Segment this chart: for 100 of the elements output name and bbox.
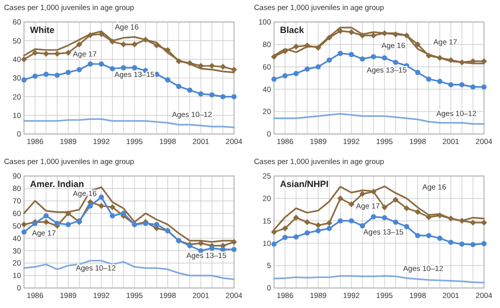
point <box>220 246 226 252</box>
point <box>21 229 27 235</box>
line-series <box>273 275 485 284</box>
point <box>231 94 237 100</box>
point <box>76 67 82 72</box>
point <box>481 241 487 246</box>
point <box>120 41 126 48</box>
chart-title: Black <box>280 25 306 35</box>
line-series <box>23 118 235 128</box>
point <box>348 218 354 224</box>
point <box>43 219 50 226</box>
point <box>231 238 237 245</box>
point <box>370 214 376 220</box>
point <box>198 91 204 96</box>
point <box>470 220 476 226</box>
point <box>414 208 421 215</box>
point <box>44 72 49 77</box>
point <box>382 215 388 220</box>
point <box>426 76 432 82</box>
point <box>304 42 310 49</box>
chart-title: White <box>30 25 54 35</box>
point <box>132 65 138 70</box>
point <box>21 56 27 62</box>
point <box>316 64 321 70</box>
point <box>165 77 170 82</box>
point <box>76 41 82 48</box>
point <box>220 94 226 100</box>
point <box>448 240 454 245</box>
point <box>470 242 476 248</box>
point <box>98 202 104 209</box>
point <box>392 60 398 65</box>
point <box>66 70 71 75</box>
point <box>65 210 72 216</box>
chart-title: Asian/NHPI <box>280 179 329 189</box>
point <box>293 214 300 221</box>
point <box>54 72 60 78</box>
point <box>32 74 38 79</box>
chart-title: Amer. Indian <box>30 179 84 189</box>
point <box>110 213 116 218</box>
point <box>271 241 277 247</box>
point <box>54 220 60 226</box>
point <box>392 220 398 225</box>
point <box>315 222 322 228</box>
line-series <box>23 260 235 280</box>
point <box>282 48 288 54</box>
point <box>21 77 27 82</box>
point <box>271 54 277 60</box>
point <box>426 232 432 238</box>
point <box>304 66 310 72</box>
point <box>88 203 93 208</box>
point <box>209 246 214 251</box>
point <box>459 82 464 88</box>
point <box>326 34 332 41</box>
point <box>271 229 277 235</box>
point <box>231 246 237 252</box>
point <box>142 36 149 43</box>
point <box>458 59 465 66</box>
point <box>110 66 116 72</box>
point <box>282 73 288 78</box>
point <box>21 222 27 228</box>
point <box>109 204 116 210</box>
point <box>338 218 343 224</box>
point <box>470 58 476 64</box>
point <box>348 201 354 208</box>
point <box>481 58 487 64</box>
point <box>436 54 443 61</box>
point <box>316 228 321 234</box>
point <box>382 55 388 60</box>
point <box>415 70 420 75</box>
point <box>293 44 300 50</box>
point <box>154 222 160 228</box>
point <box>271 76 277 82</box>
point <box>404 32 410 38</box>
point <box>315 44 322 51</box>
point <box>448 216 454 222</box>
point <box>209 92 214 98</box>
point <box>481 220 487 226</box>
point <box>382 204 388 210</box>
point <box>282 234 288 240</box>
point <box>326 220 332 226</box>
point <box>437 236 442 241</box>
point <box>294 234 299 240</box>
point <box>187 88 192 93</box>
point <box>404 205 410 212</box>
point <box>65 50 72 56</box>
point <box>481 84 487 90</box>
point <box>87 32 94 38</box>
point <box>98 194 104 200</box>
point <box>132 41 138 48</box>
point <box>176 84 182 89</box>
point <box>66 222 71 228</box>
point <box>392 196 399 203</box>
point <box>294 70 299 76</box>
point <box>359 190 366 197</box>
point <box>360 223 366 228</box>
point <box>109 38 116 45</box>
point <box>359 32 366 38</box>
point <box>220 64 226 70</box>
point <box>98 61 104 67</box>
point <box>348 52 354 58</box>
